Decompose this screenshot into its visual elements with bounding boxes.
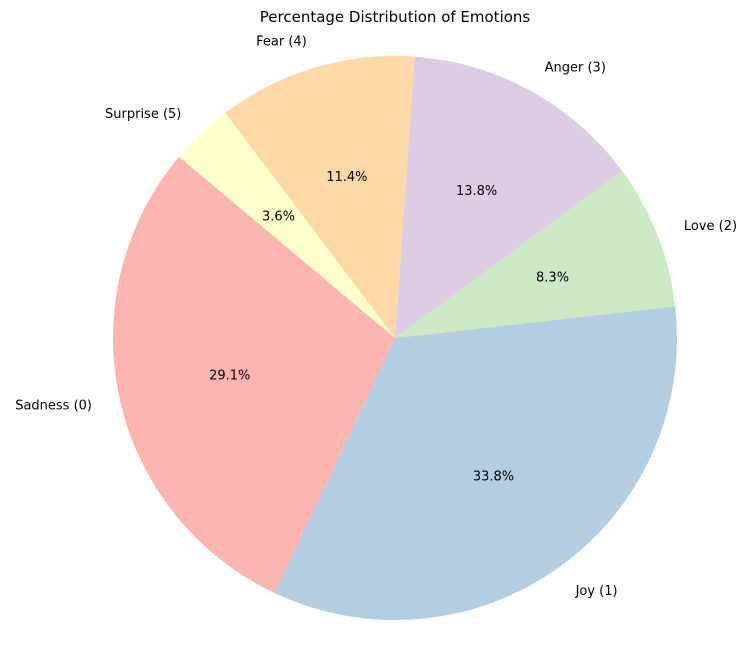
pie-labels: 29.1% Sadness (0) 33.8% Joy (1) 8.3% Love (2)…: [15, 35, 737, 600]
category-label-love: Love (2): [684, 219, 737, 234]
pie-slices: [112, 56, 677, 620]
category-label-surprise: Surprise (5): [105, 107, 181, 122]
slice-love: [395, 170, 676, 338]
category-label-joy: Joy (1): [575, 584, 618, 599]
pct-label-love: 8.3%: [536, 270, 569, 285]
slice-joy: [274, 306, 677, 620]
pct-label-anger: 13.8%: [456, 184, 497, 199]
pct-label-sadness: 29.1%: [209, 368, 250, 383]
category-label-anger: Anger (3): [545, 60, 606, 75]
slice-anger: [395, 56, 623, 338]
pct-label-joy: 33.8%: [473, 470, 514, 485]
slice-surprise: [178, 112, 395, 338]
category-label-fear: Fear (4): [256, 35, 307, 50]
slice-fear: [225, 56, 415, 339]
category-label-sadness: Sadness (0): [15, 399, 92, 414]
pct-label-fear: 11.4%: [326, 170, 367, 185]
chart-title: Percentage Distribution of Emotions: [260, 8, 531, 26]
pct-label-surprise: 3.6%: [262, 209, 295, 224]
slice-sadness: [112, 156, 395, 594]
